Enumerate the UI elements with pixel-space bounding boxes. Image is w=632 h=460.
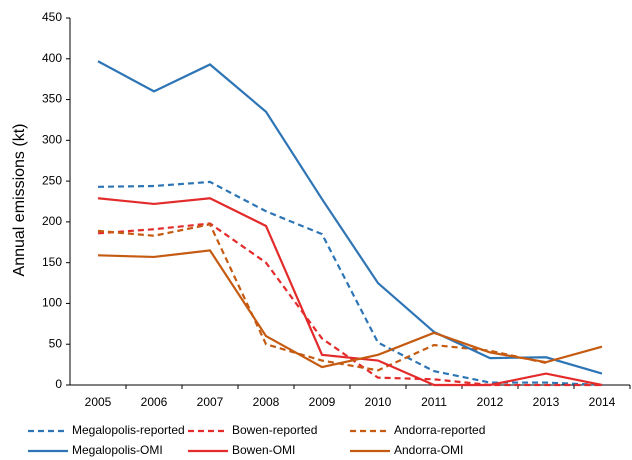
series-line (97, 222, 602, 387)
series-line (97, 197, 603, 387)
y-tick-label: 200 (42, 214, 62, 228)
y-tick-label: 150 (42, 255, 62, 269)
y-tick-label: 50 (49, 336, 63, 350)
legend-label: Bowen-OMI (232, 443, 295, 457)
x-tick-label: 2014 (589, 395, 616, 409)
x-tick-label: 2009 (309, 395, 336, 409)
legend-label: Megalopolis-reported (72, 423, 185, 437)
series-line (97, 60, 603, 375)
y-tick-label: 0 (55, 377, 62, 391)
x-tick-label: 2010 (365, 395, 392, 409)
y-axis-label: Annual emissions (kt) (11, 124, 28, 277)
y-tick-label: 300 (42, 133, 62, 147)
x-tick-label: 2006 (141, 395, 168, 409)
series-line (97, 180, 603, 387)
x-tick-label: 2013 (533, 395, 560, 409)
y-tick-label: 450 (42, 10, 62, 24)
legend-label: Andorra-OMI (394, 443, 463, 457)
y-tick-label: 400 (42, 51, 62, 65)
series-line (97, 249, 603, 369)
x-tick-label: 2008 (253, 395, 280, 409)
y-tick-label: 100 (42, 296, 62, 310)
legend-label: Andorra-reported (394, 423, 485, 437)
legend-label: Bowen-reported (232, 423, 317, 437)
x-tick-label: 2011 (421, 395, 447, 409)
y-tick-label: 350 (42, 92, 62, 106)
x-tick-label: 2012 (477, 395, 504, 409)
x-tick-label: 2007 (197, 395, 224, 409)
series-line (97, 223, 547, 372)
x-tick-label: 2005 (85, 395, 112, 409)
legend-label: Megalopolis-OMI (72, 443, 163, 457)
y-tick-label: 250 (42, 173, 62, 187)
